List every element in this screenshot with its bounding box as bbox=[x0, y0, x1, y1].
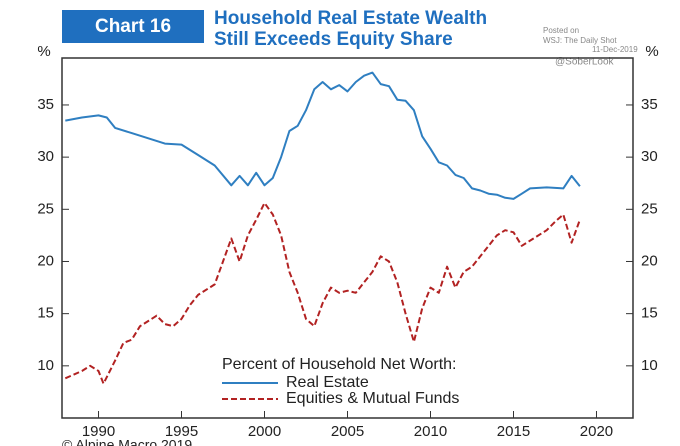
chart-title: Still Exceeds Equity Share bbox=[214, 29, 453, 50]
watermark: WSJ: The Daily Shot bbox=[543, 36, 617, 45]
legend-label: Real Estate bbox=[286, 374, 369, 391]
y-tick-label: 10 bbox=[37, 357, 54, 374]
y-tick-label: 30 bbox=[641, 148, 658, 165]
y-tick-label: 15 bbox=[641, 305, 658, 322]
x-tick-label: 2020 bbox=[580, 423, 613, 440]
y-tick-label: 35 bbox=[37, 96, 54, 113]
y-tick-label: 25 bbox=[641, 200, 658, 217]
badge: Chart 16 bbox=[95, 16, 171, 37]
watermark: 11-Dec-2019 bbox=[592, 45, 638, 54]
series-line bbox=[65, 71, 581, 200]
x-tick-label: 2005 bbox=[331, 423, 364, 440]
legend-label: Equities & Mutual Funds bbox=[286, 390, 459, 407]
series-line bbox=[64, 202, 581, 385]
y-unit: % bbox=[645, 43, 658, 60]
badge-box bbox=[62, 10, 204, 43]
watermark: @SoberLook bbox=[555, 57, 615, 68]
x-tick-label: 2000 bbox=[248, 423, 281, 440]
y-tick-label: 10 bbox=[641, 357, 658, 374]
y-tick-label: 15 bbox=[37, 305, 54, 322]
watermark: Posted on bbox=[543, 26, 579, 35]
x-tick-label: 1990 bbox=[82, 423, 115, 440]
source: © Alpine Macro 2019 bbox=[62, 437, 192, 446]
y-tick-label: 20 bbox=[641, 252, 658, 269]
x-tick-label: 2010 bbox=[414, 423, 447, 440]
y-tick-label: 35 bbox=[641, 96, 658, 113]
legend-title: Percent of Household Net Worth: bbox=[222, 356, 457, 373]
y-tick-label: 25 bbox=[37, 200, 54, 217]
x-tick-label: 1995 bbox=[165, 423, 198, 440]
x-tick-label: 2015 bbox=[497, 423, 530, 440]
y-tick-label: 20 bbox=[37, 252, 54, 269]
chart-title: Household Real Estate Wealth bbox=[214, 8, 487, 29]
y-tick-label: 30 bbox=[37, 148, 54, 165]
y-unit: % bbox=[37, 43, 50, 60]
